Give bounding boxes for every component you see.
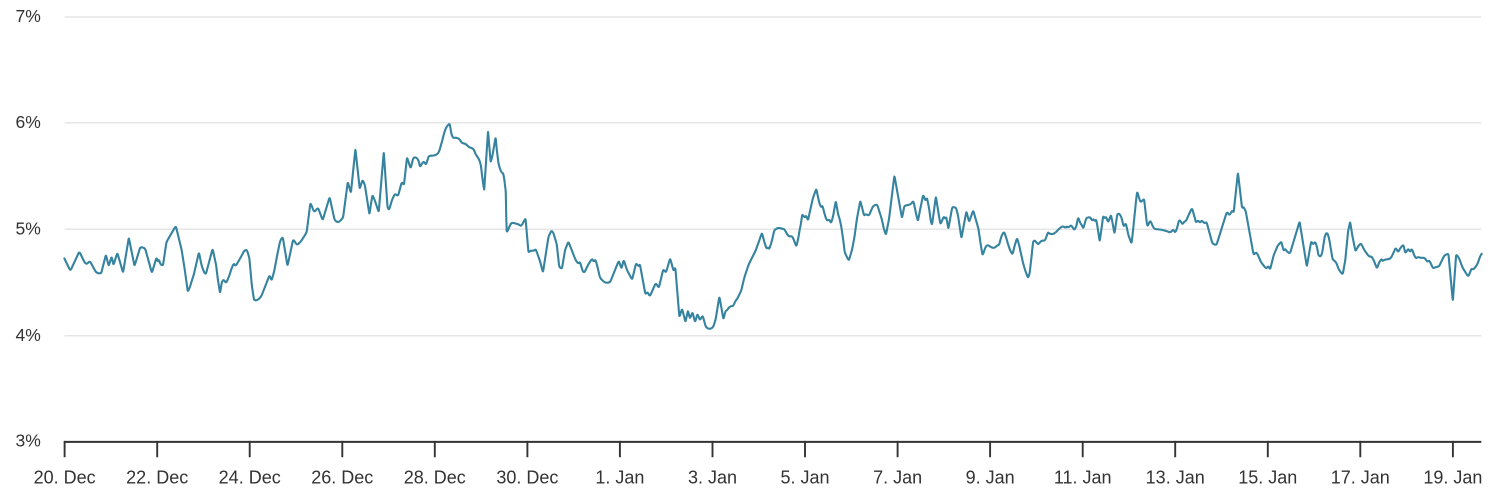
svg-text:3. Jan: 3. Jan: [688, 468, 737, 488]
svg-text:4%: 4%: [16, 325, 41, 345]
svg-text:6%: 6%: [16, 112, 41, 132]
svg-text:19. Jan: 19. Jan: [1423, 468, 1482, 488]
svg-text:30. Dec: 30. Dec: [496, 468, 558, 488]
svg-text:11. Jan: 11. Jan: [1054, 468, 1112, 488]
svg-text:9. Jan: 9. Jan: [966, 468, 1015, 488]
svg-text:7%: 7%: [16, 6, 41, 26]
svg-text:5%: 5%: [16, 218, 41, 238]
svg-text:28. Dec: 28. Dec: [404, 468, 466, 488]
svg-text:17. Jan: 17. Jan: [1331, 468, 1390, 488]
svg-text:7. Jan: 7. Jan: [873, 468, 922, 488]
svg-text:15. Jan: 15. Jan: [1238, 468, 1297, 488]
svg-text:5. Jan: 5. Jan: [780, 468, 829, 488]
svg-text:26. Dec: 26. Dec: [311, 468, 373, 488]
svg-text:22. Dec: 22. Dec: [126, 468, 188, 488]
svg-text:24. Dec: 24. Dec: [219, 468, 281, 488]
svg-text:13. Jan: 13. Jan: [1146, 468, 1205, 488]
svg-text:3%: 3%: [16, 430, 41, 450]
svg-text:20. Dec: 20. Dec: [34, 468, 96, 488]
svg-text:1. Jan: 1. Jan: [595, 468, 644, 488]
